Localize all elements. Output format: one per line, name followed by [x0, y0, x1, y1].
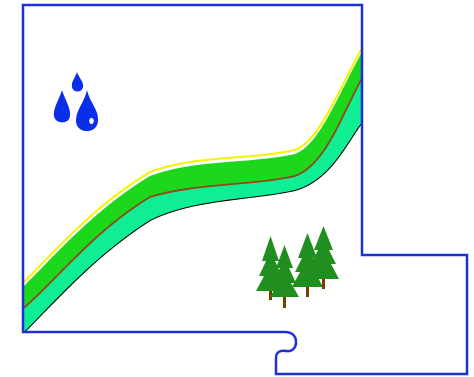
pine-tree-icon	[256, 236, 285, 300]
river-edge	[23, 47, 363, 283]
pine-trees-icon	[256, 226, 339, 308]
water-drops-icon	[53, 72, 99, 132]
river-main	[24, 52, 362, 308]
water-drop-highlight	[89, 117, 94, 125]
water-drop-icon	[76, 90, 99, 132]
river-lower	[24, 78, 362, 332]
river-centerline	[23, 77, 363, 309]
river	[23, 47, 363, 333]
water-drop-icon	[71, 72, 84, 92]
map-boundary	[21, 3, 469, 376]
pine-tree-icon	[270, 245, 299, 308]
water-drop-icon	[53, 90, 71, 123]
pine-tree-icon	[308, 226, 339, 289]
